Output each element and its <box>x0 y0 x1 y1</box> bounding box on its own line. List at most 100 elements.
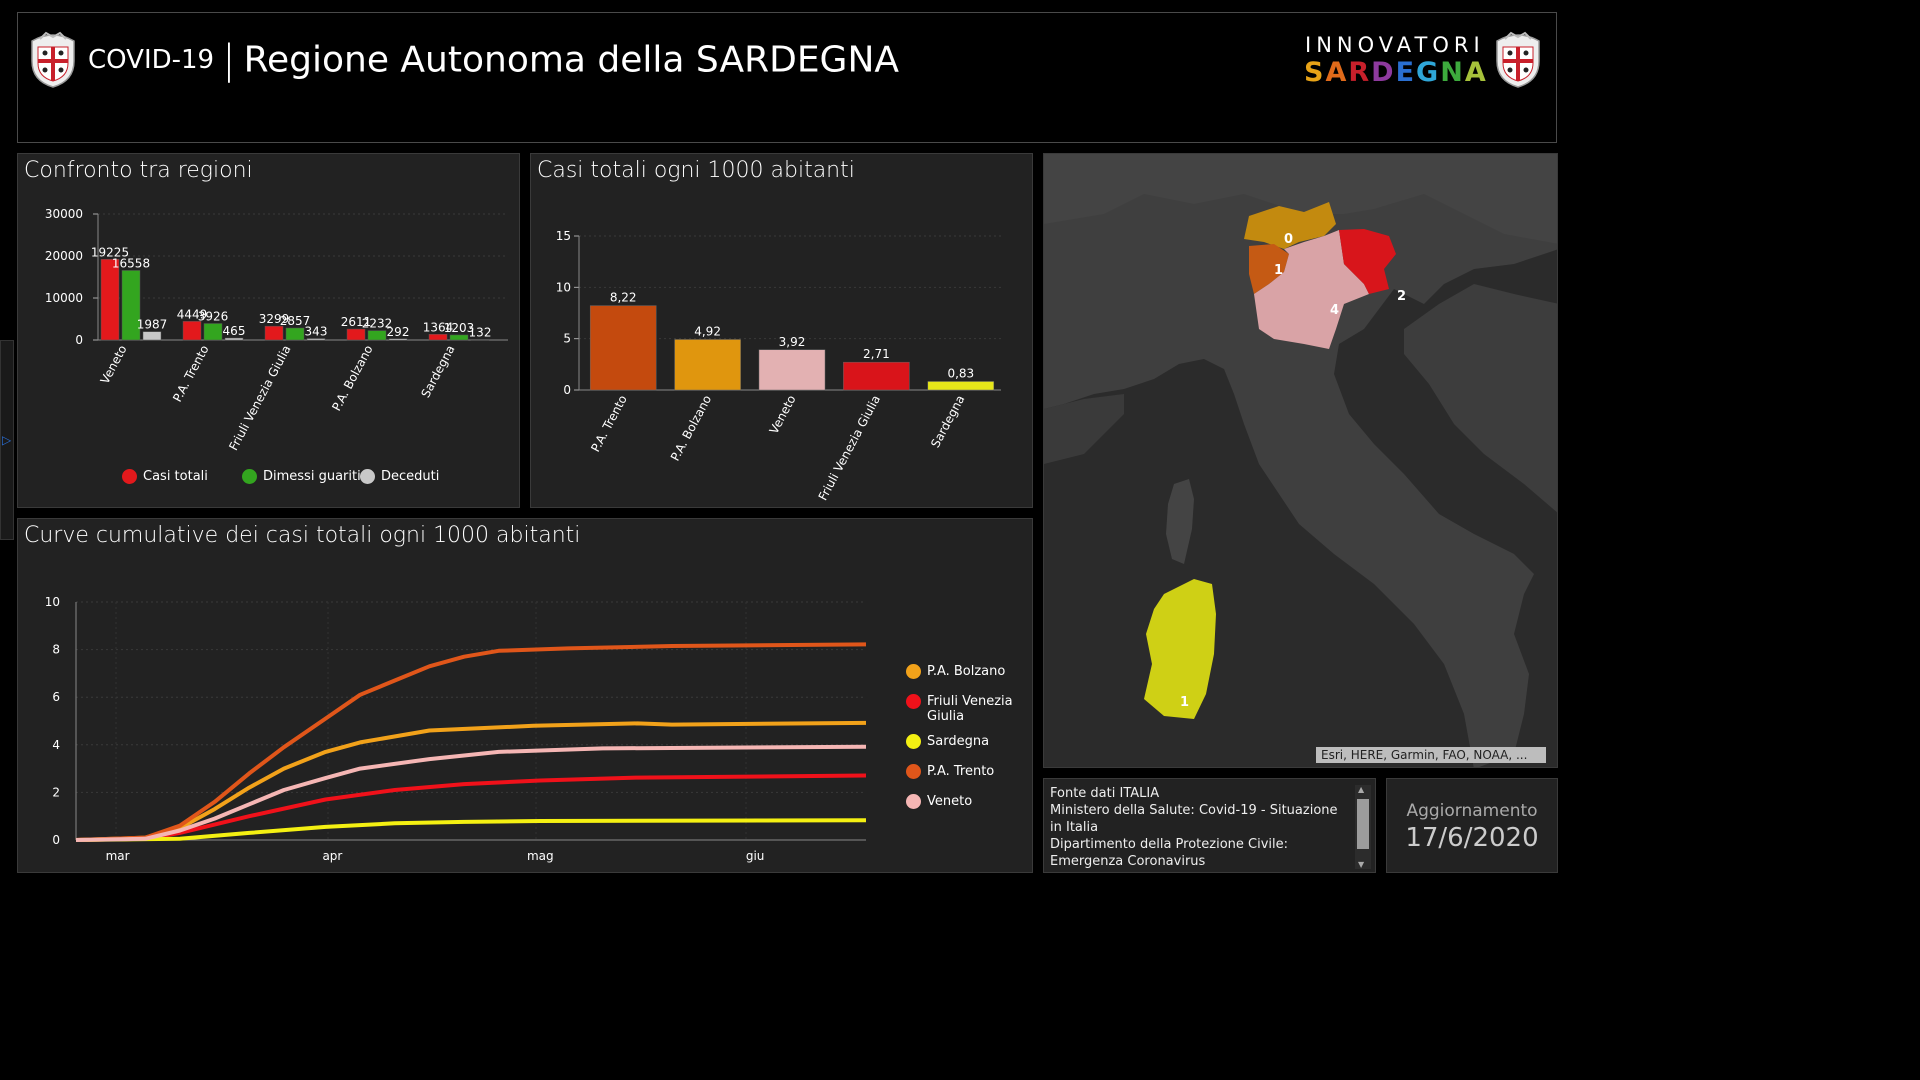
y-tick-label: 8 <box>52 643 60 657</box>
legend-label-curve: P.A. Bolzano <box>927 664 1006 679</box>
bar-deceduti <box>142 331 162 341</box>
y-tick-label: 4 <box>52 738 60 752</box>
legend-swatch <box>906 694 921 709</box>
panel-curve: Curve cumulative dei casi totali ogni 10… <box>17 518 1033 873</box>
covid-label: COVID-19 <box>88 45 215 75</box>
bar-value-label: 1203 <box>444 321 475 335</box>
bar-casi-1000 <box>843 361 910 391</box>
bar-value-label: 0,83 <box>947 366 974 380</box>
bar-value-label: 4,92 <box>694 324 721 338</box>
x-tick-label: mag <box>527 849 554 863</box>
x-tick-label: Veneto <box>98 343 130 386</box>
sardinia-crest-icon <box>31 31 75 88</box>
legend-item-deceduti[interactable]: Deceduti <box>360 469 439 484</box>
y-tick-label: 2 <box>52 785 60 799</box>
y-tick-label: 20000 <box>45 249 83 263</box>
fonte-line-2: Ministero della Salute: Covid-19 - Situa… <box>1050 803 1338 835</box>
header: COVID-19 | Regione Autonoma della SARDEGNA… <box>17 12 1557 143</box>
legend-label-curve: Friuli Venezia Giulia <box>927 694 1013 724</box>
fonte-line-3: Dipartimento della Protezione Civile: Em… <box>1050 837 1289 869</box>
bar-casi-1000 <box>758 349 826 391</box>
map-panel[interactable]: 0 1 2 4 1 Esri, HERE, Garmin, FAO, NOAA,… <box>1043 153 1558 768</box>
bar-deceduti <box>388 338 408 341</box>
scrollbar-thumb[interactable] <box>1357 799 1369 849</box>
panel-title-casi1000: Casi totali ogni 1000 abitanti <box>537 158 855 183</box>
fonte-text: Fonte dati ITALIA Ministero della Salute… <box>1050 785 1350 870</box>
line-p-a-trento <box>75 642 867 842</box>
legend-item-curve[interactable]: Veneto <box>906 794 1016 809</box>
brand-letter: N <box>1440 57 1465 88</box>
legend-item-curve[interactable]: Friuli Venezia Giulia <box>906 694 1016 724</box>
y-tick-label: 0 <box>52 833 60 847</box>
x-tick-label: P.A. Trento <box>588 393 630 454</box>
scroll-up-icon[interactable]: ▲ <box>1358 785 1365 794</box>
bar-value-label: 132 <box>469 325 492 339</box>
map-label-friuli[interactable]: 2 <box>1397 289 1406 304</box>
legend-item-casi[interactable]: Casi totali <box>122 469 208 484</box>
map-label-veneto[interactable]: 4 <box>1330 303 1339 318</box>
chart-curve[interactable]: 0 2 4 6 8 10 mar apr mag giu <box>18 557 898 872</box>
map-label-bolzano[interactable]: 0 <box>1284 232 1293 247</box>
bar-deceduti <box>224 337 244 341</box>
legend-item-curve[interactable]: P.A. Trento <box>906 764 1016 779</box>
line-veneto <box>75 744 867 842</box>
x-tick-label: Friuli Venezia Giulia <box>816 393 883 503</box>
bar-dimessi-guariti <box>367 330 387 341</box>
map-label-trento[interactable]: 1 <box>1274 263 1283 278</box>
brand-sardegna: SARDEGNA <box>1304 57 1488 88</box>
line-p-a-bolzano <box>75 720 867 842</box>
x-tick-label: Veneto <box>767 393 799 436</box>
bar-casi-1000 <box>589 305 657 391</box>
brand-letter: S <box>1304 57 1326 88</box>
y-tick-label: 10 <box>556 280 571 294</box>
bar-casi-totali <box>182 321 202 341</box>
x-tick-label: mar <box>106 849 130 863</box>
bar-value-label: 292 <box>387 325 410 339</box>
bar-value-label: 19225 <box>91 245 129 259</box>
bar-dimessi-guariti <box>121 270 141 341</box>
y-tick-label: 0 <box>563 383 571 397</box>
bar-dimessi-guariti <box>449 334 469 341</box>
chart-casi1000[interactable]: 0 5 10 15 8,22 P.A. Trento 4,92 P.A. Bolzano 3,9… <box>531 194 1032 504</box>
bar-value-label: 8,22 <box>610 291 637 305</box>
bar-value-label: 3299 <box>259 312 290 326</box>
legend-item-curve[interactable]: P.A. Bolzano <box>906 664 1016 679</box>
title-separator: | <box>222 37 236 83</box>
legend-item-dimessi[interactable]: Dimessi guariti <box>242 469 361 484</box>
brand-letter: D <box>1371 57 1396 88</box>
bar-value-label: 2611 <box>341 315 372 329</box>
fonte-scrollbar[interactable]: ▲ ▼ <box>1355 785 1371 869</box>
scroll-down-icon[interactable]: ▼ <box>1358 860 1365 869</box>
page-title: COVID-19 | Regione Autonoma della SARDEGNA <box>88 37 899 83</box>
side-panel-toggle[interactable]: ▷ <box>0 340 14 540</box>
brand-letter: E <box>1395 57 1417 88</box>
bar-value-label: 2232 <box>362 317 393 331</box>
aggiornamento-panel: Aggiornamento 17/6/2020 <box>1386 778 1558 873</box>
bar-value-label: 1987 <box>137 318 168 332</box>
legend-swatch <box>906 764 921 779</box>
bar-casi-1000 <box>927 381 995 391</box>
bar-value-label: 343 <box>305 325 328 339</box>
map-label-sardegna[interactable]: 1 <box>1180 695 1189 710</box>
line-friuli-venezia-giulia <box>75 773 867 842</box>
fonte-line-1: Fonte dati ITALIA <box>1050 786 1160 801</box>
bar-dimessi-guariti <box>203 323 223 341</box>
x-tick-label: P.A. Bolzano <box>329 343 375 413</box>
bar-value-label: 3,92 <box>779 335 806 349</box>
map-attribution[interactable]: Esri, HERE, Garmin, FAO, NOAA, ... <box>1316 747 1546 763</box>
x-tick-label: Sardegna <box>928 393 967 450</box>
legend-swatch <box>906 734 921 749</box>
x-tick-label: giu <box>746 849 765 863</box>
bar-casi-totali <box>264 325 284 341</box>
legend-item-curve[interactable]: Sardegna <box>906 734 1016 749</box>
brand-letter: A <box>1325 57 1349 88</box>
x-tick-label: Sardegna <box>418 343 457 400</box>
bar-casi-1000 <box>674 339 741 391</box>
y-tick-label: 15 <box>556 229 571 243</box>
panel-confronto: Confronto tra regioni 0 10000 20000 30000 19… <box>17 153 520 508</box>
bar-value-label: 3926 <box>198 310 229 324</box>
x-tick-label: P.A. Trento <box>170 343 212 404</box>
map-canvas[interactable]: 0 1 2 4 1 <box>1044 154 1558 768</box>
x-tick-label: apr <box>322 849 342 863</box>
